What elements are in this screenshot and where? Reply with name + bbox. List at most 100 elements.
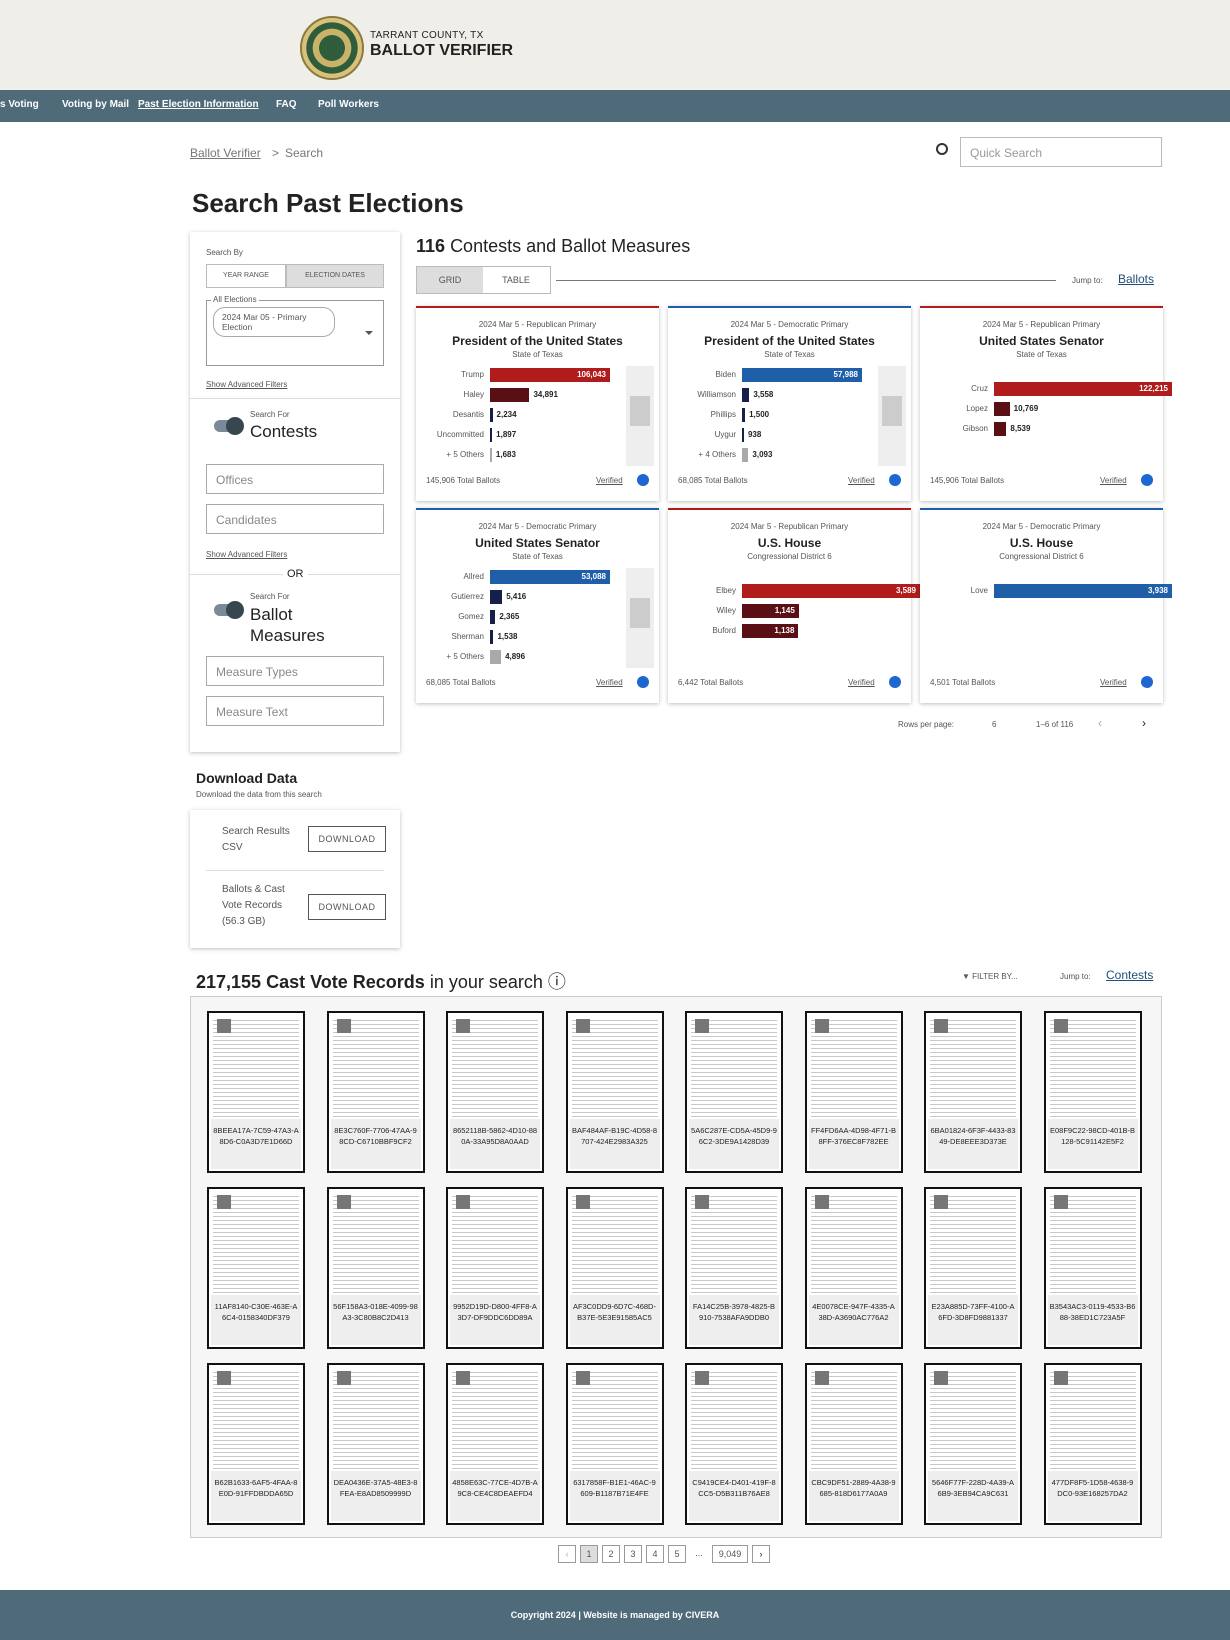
page-button[interactable]: 4 (646, 1545, 664, 1563)
prev-page[interactable]: ‹ (1098, 716, 1102, 730)
tab[interactable]: ELECTION DATES (286, 264, 384, 288)
ballot-thumbnail[interactable]: CBC9DF51-2889-4A38-9685-818D6177A0A9 (805, 1363, 903, 1525)
nav-item[interactable]: s Voting (0, 99, 39, 110)
vote-label: 1,145 (749, 604, 795, 618)
ballot-thumbnail[interactable]: 4E0078CE-947F-4335-A38D-A3690AC776A2 (805, 1187, 903, 1349)
download-subtitle: Download the data from this search (196, 790, 322, 799)
ballot-thumbnail[interactable]: 5646F77F-228D-4A39-A6B9-3EB94CA9C631 (924, 1363, 1022, 1525)
ballot-thumbnail[interactable]: 8E3C760F-7706-47AA-98CD-C6710BBF9CF2 (327, 1011, 425, 1173)
page-button[interactable]: 2 (602, 1545, 620, 1563)
ballot-thumbnail[interactable]: AF3C0DD9-6D7C-468D-B37E-5E3E91585AC5 (566, 1187, 664, 1349)
election-chip[interactable]: 2024 Mar 05 - Primary Election (213, 307, 335, 337)
vote-bar (490, 630, 493, 644)
verified-link[interactable]: Verified (596, 678, 623, 687)
ballot-thumbnail[interactable]: E23A885D-73FF-4100-A6FD-3D8FD9881337 (924, 1187, 1022, 1349)
page-button[interactable]: ... (690, 1545, 708, 1563)
ballot-image (333, 1193, 419, 1293)
ballot-thumbnail[interactable]: 5A6C287E-CD5A-45D9-96C2-3DE9A1428D39 (685, 1011, 783, 1173)
ballot-thumbnail[interactable]: 11AF8140-C30E-463E-A6C4-0158340DF379 (207, 1187, 305, 1349)
page-button[interactable]: 5 (668, 1545, 686, 1563)
ballot-thumbnail[interactable]: FF4FD6AA-4D98-4F71-B8FF-376EC8F782EE (805, 1011, 903, 1173)
advanced-link[interactable]: Show Advanced Filters (206, 550, 287, 559)
verified-link[interactable]: Verified (1100, 678, 1127, 687)
ballot-thumbnail[interactable]: E08F9C22-98CD-401B-B128-5C91142E5F2 (1044, 1011, 1142, 1173)
verified-link[interactable]: Verified (848, 678, 875, 687)
contests-toggle[interactable] (214, 420, 240, 432)
measure-types-select[interactable]: Measure Types (206, 656, 384, 686)
elections-select[interactable]: All Elections 2024 Mar 05 - Primary Elec… (206, 300, 384, 366)
offices-input[interactable]: Offices (206, 464, 384, 494)
nav-item[interactable]: Voting by Mail (62, 99, 129, 110)
verified-link[interactable]: Verified (1100, 476, 1127, 485)
ballot-thumbnail[interactable]: 477DF8F5-1D58-4638-9DC0-93E168257DA2 (1044, 1363, 1142, 1525)
ballot-thumbnail[interactable]: B3543AC3-0119-4533-B688-38ED1C723A5F (1044, 1187, 1142, 1349)
download-button[interactable]: DOWNLOAD (308, 894, 386, 920)
nav-item[interactable]: Past Election Information (138, 99, 259, 110)
candidate-name: Elbey (668, 584, 736, 598)
filter-button[interactable]: ▼ FILTER BY... (962, 972, 1018, 981)
vote-bar (490, 408, 493, 422)
view-grid[interactable]: GRID (417, 267, 483, 293)
verified-link[interactable]: Verified (848, 476, 875, 485)
tab[interactable]: YEAR RANGE (206, 264, 286, 288)
page-button[interactable]: 1 (580, 1545, 598, 1563)
rows-per-page[interactable]: 6 (992, 720, 996, 729)
search-icon[interactable] (936, 143, 948, 155)
page-button[interactable]: 9,049 (712, 1545, 748, 1563)
jump-label: Jump to: (1072, 276, 1103, 285)
candidates-input[interactable]: Candidates (206, 504, 384, 534)
quick-search[interactable]: Quick Search (960, 137, 1162, 167)
ballot-thumbnail[interactable]: 9952D19D-D800-4FF8-A3D7-DF9DDC6DD89A (446, 1187, 544, 1349)
verified-icon (637, 474, 649, 486)
jump-link[interactable]: Contests (1106, 968, 1153, 982)
download-button[interactable]: DOWNLOAD (308, 826, 386, 852)
records-heading: 217,155 Cast Vote Records in your search… (196, 968, 566, 994)
ballot-thumbnail[interactable]: B62B1633-6AF5-4FAA-8E0D-91FFDBDDA65D (207, 1363, 305, 1525)
ballot-thumbnail[interactable]: 56F158A3-018E-4099-98A3-3C80B8C2D413 (327, 1187, 425, 1349)
vote-bar (490, 388, 529, 402)
prev-page[interactable]: ‹ (558, 1545, 576, 1563)
measures-toggle[interactable] (214, 604, 240, 616)
candidate-name: Biden (668, 368, 736, 382)
ballot-id: DEA0436E-37A5-48E3-8FEA-E8AD8509999D (331, 1471, 421, 1521)
ballot-thumbnail[interactable]: 8BEEA17A-7C59-47A3-A8D6-C0A3D7E1D66D (207, 1011, 305, 1173)
jump-link[interactable]: Ballots (1118, 272, 1154, 286)
view-table[interactable]: TABLE (483, 267, 549, 293)
verified-link[interactable]: Verified (596, 476, 623, 485)
verified-icon (1141, 676, 1153, 688)
ballot-thumbnail[interactable]: BAF484AF-B19C-4D58-8707-424E2983A325 (566, 1011, 664, 1173)
vote-label: 122,215 (1122, 382, 1168, 396)
next-page[interactable]: › (752, 1545, 770, 1563)
page-button[interactable]: 3 (624, 1545, 642, 1563)
card-election: 2024 Mar 5 - Democratic Primary (416, 522, 659, 531)
breadcrumb-home[interactable]: Ballot Verifier (190, 146, 261, 160)
filter-label[interactable]: FILTER BY... (972, 972, 1018, 981)
ballot-thumbnail[interactable]: FA14C25B-3978-4825-B910-7538AFA9DDB0 (685, 1187, 783, 1349)
scrollbar (626, 366, 654, 466)
download-box: Search Results CSV DOWNLOAD Ballots & Ca… (190, 810, 400, 948)
next-page[interactable]: › (1142, 716, 1146, 730)
ballot-thumbnail[interactable]: C9419CE4-D401-419F-8CC5-D5B311B76AE8 (685, 1363, 783, 1525)
ballot-image (691, 1017, 777, 1117)
advanced-link[interactable]: Show Advanced Filters (206, 380, 287, 389)
ballot-thumbnail[interactable]: 4858E63C-77CE-4D7B-A9C8-CE4C8DEAEFD4 (446, 1363, 544, 1525)
vote-bar (742, 388, 749, 402)
ballot-thumbnail[interactable]: 8652118B-5862-4D10-880A-33A95D8A0AAD (446, 1011, 544, 1173)
measure-text-input[interactable]: Measure Text (206, 696, 384, 726)
elections-label: All Elections (211, 295, 259, 304)
ballot-thumbnail[interactable]: 6317858F-B1E1-46AC-9609-B1187B71E4FE (566, 1363, 664, 1525)
jump-label: Jump to: (1060, 972, 1091, 981)
total-ballots: 68,085 Total Ballots (426, 678, 496, 687)
vote-label: 3,093 (752, 448, 772, 462)
card-district: State of Texas (416, 350, 659, 359)
nav-item[interactable]: FAQ (276, 99, 297, 110)
ballot-thumbnail[interactable]: 6BA01824-6F3F-4433-8349-DE8EEE3D373E (924, 1011, 1022, 1173)
ballot-thumbnail[interactable]: DEA0436E-37A5-48E3-8FEA-E8AD8509999D (327, 1363, 425, 1525)
nav-item[interactable]: Poll Workers (318, 99, 379, 110)
